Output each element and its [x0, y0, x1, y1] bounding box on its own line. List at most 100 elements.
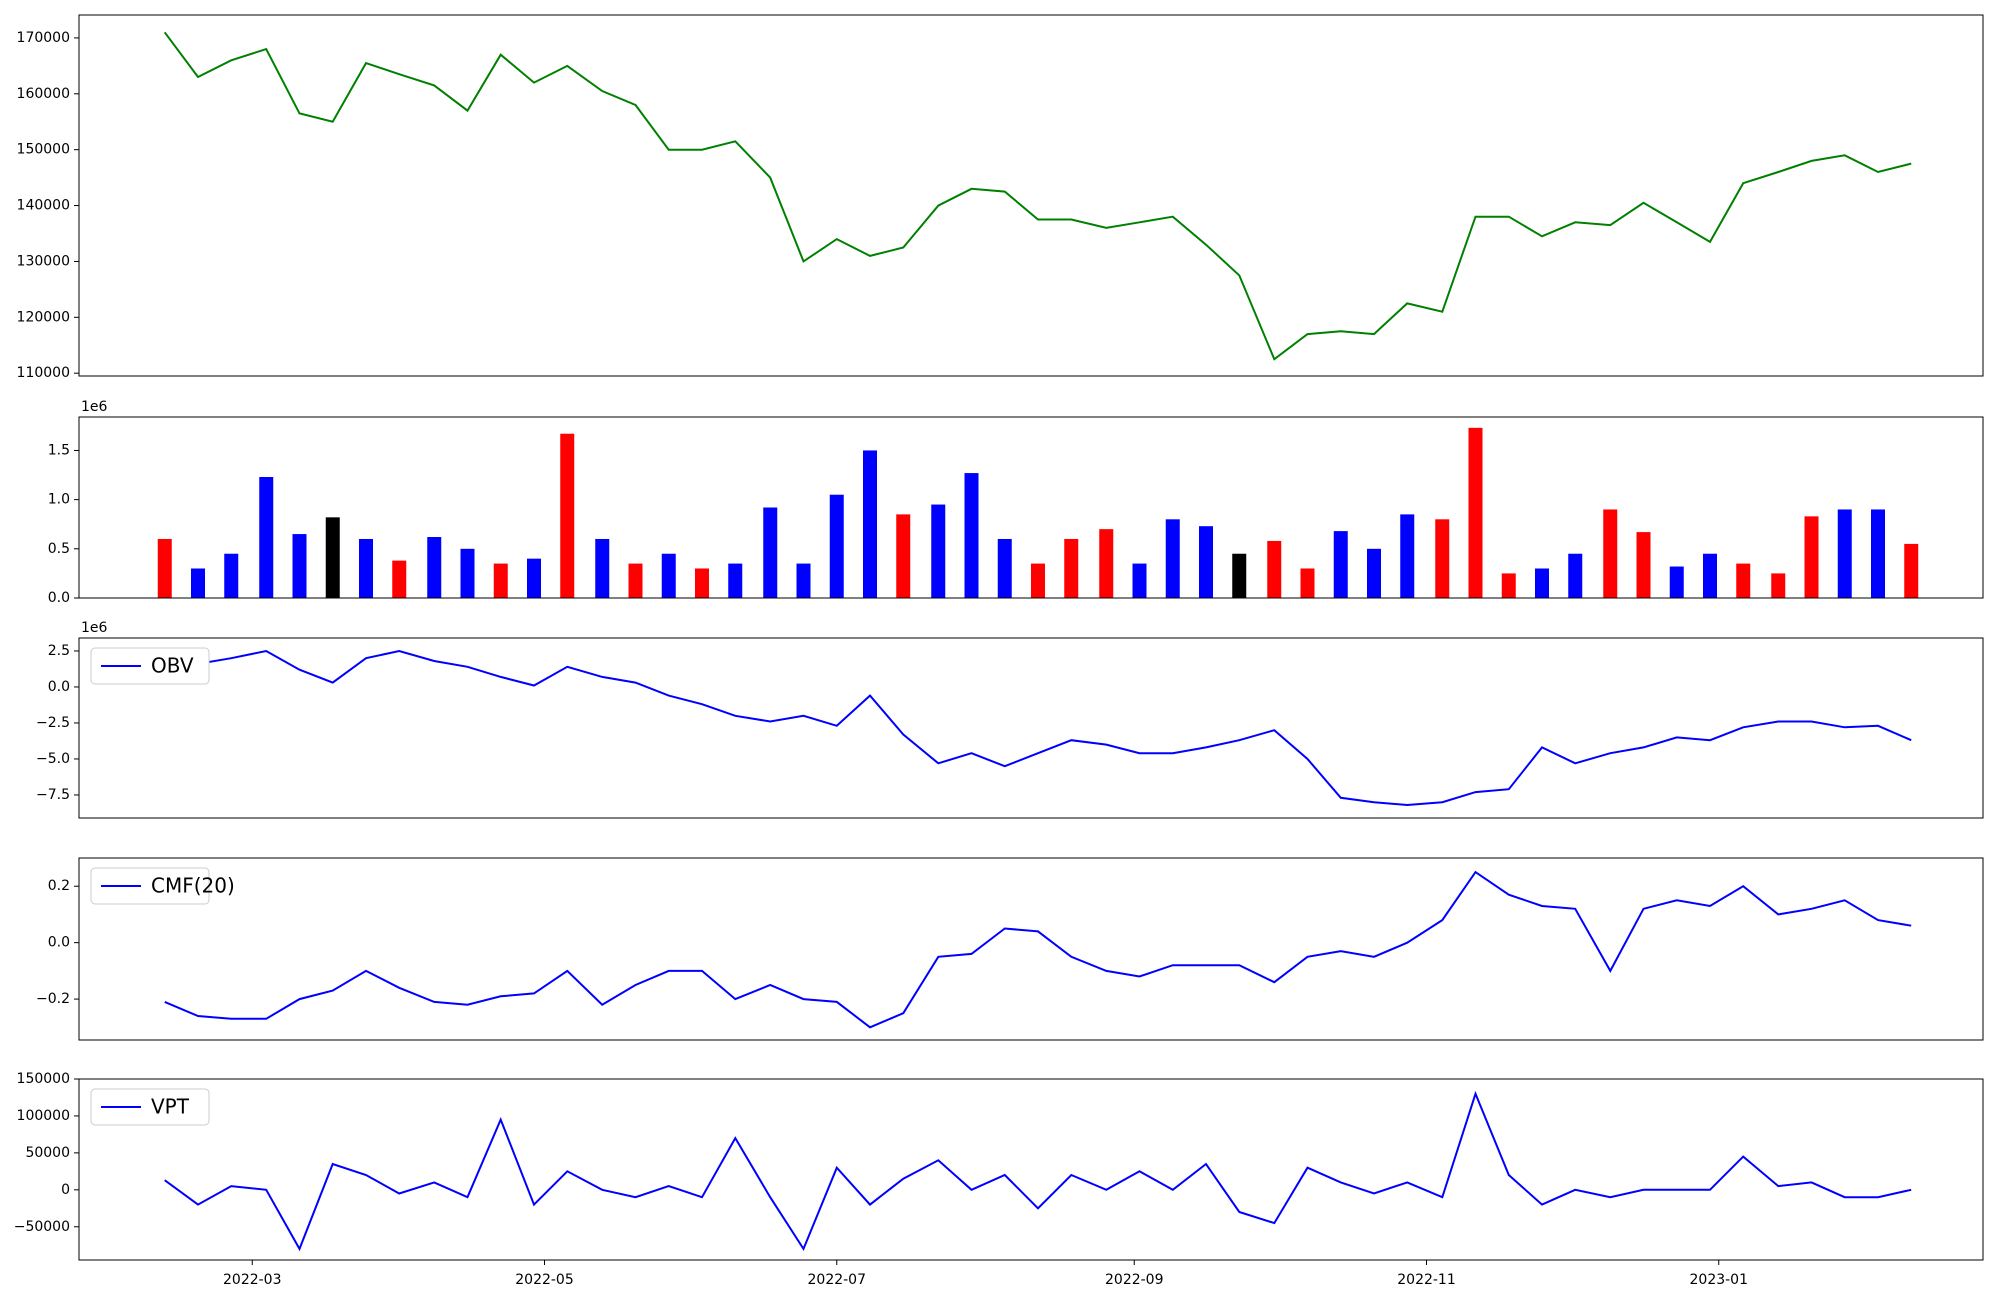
legend-label: OBV	[151, 654, 194, 678]
bar	[460, 548, 475, 598]
line	[164, 649, 1912, 807]
bar	[527, 558, 541, 598]
bar	[1400, 514, 1415, 598]
y-tick-label: 150000	[17, 1071, 70, 1087]
plot-frame	[78, 857, 1984, 1041]
y-tick-label: 0	[61, 1182, 70, 1198]
bar	[796, 563, 811, 598]
y-tick-label: −2.5	[36, 715, 70, 731]
bar	[259, 477, 274, 598]
legend-label: VPT	[151, 1095, 190, 1119]
bar	[1669, 566, 1684, 598]
bar	[427, 537, 442, 598]
y-tick-label: 2.5	[48, 643, 70, 659]
x-tick-label: 2023-01	[1690, 1272, 1749, 1288]
plot-frame	[78, 14, 1984, 377]
y-tick-label: 130000	[17, 253, 70, 269]
bar	[1568, 553, 1583, 598]
bar	[1333, 531, 1348, 598]
line	[164, 870, 1912, 1029]
y-tick-label: 50000	[25, 1145, 70, 1161]
bar	[1232, 553, 1247, 598]
y-tick-label: 160000	[17, 86, 70, 102]
bar	[1501, 573, 1516, 598]
bar	[1300, 568, 1315, 598]
y-tick-label: −7.5	[36, 787, 70, 803]
bar	[1064, 538, 1079, 598]
bar	[1871, 509, 1885, 598]
bar	[1736, 563, 1751, 598]
legend-box	[90, 867, 210, 905]
y-tick-label: 110000	[17, 365, 70, 381]
bar	[1636, 532, 1651, 598]
bar	[1904, 543, 1919, 598]
bar	[1099, 529, 1114, 598]
y-tick-label: 0.2	[48, 878, 70, 894]
bar	[1837, 509, 1852, 598]
bar	[1132, 563, 1147, 598]
bar	[628, 563, 643, 598]
legend-box	[90, 1088, 210, 1126]
line	[163, 31, 1912, 361]
bar	[157, 538, 172, 598]
bar	[292, 534, 307, 598]
y-tick-label: 0.0	[48, 679, 70, 695]
x-tick-label: 2022-07	[808, 1272, 867, 1288]
y-tick-label: 0.0	[48, 590, 70, 606]
y-tick-label: 140000	[17, 198, 70, 214]
x-tick-label: 2022-03	[223, 1272, 282, 1288]
bar	[997, 538, 1012, 598]
plot-frame	[78, 1078, 1984, 1261]
bar	[763, 507, 778, 598]
bar	[931, 504, 946, 598]
bar	[1468, 427, 1483, 598]
bar	[191, 568, 205, 598]
bar	[1367, 548, 1381, 598]
plot-frame	[78, 416, 1984, 599]
bar	[1703, 553, 1717, 598]
bar	[1804, 516, 1819, 598]
y-tick-label: 0.0	[48, 935, 70, 951]
bar	[595, 538, 610, 598]
y-tick-label: 1.5	[48, 442, 70, 458]
bar	[863, 450, 877, 598]
y-tick-label: 100000	[17, 1108, 70, 1124]
bar	[560, 433, 575, 598]
bar	[224, 553, 239, 598]
bar	[1165, 519, 1180, 598]
bar	[1535, 568, 1549, 598]
y-tick-label: 0.5	[48, 541, 70, 557]
bar	[392, 560, 407, 598]
x-tick-label: 2022-05	[515, 1272, 574, 1288]
y-tick-label: 170000	[17, 30, 70, 46]
line	[164, 1090, 1912, 1252]
bar	[661, 553, 676, 598]
legend-label: CMF(20)	[151, 874, 235, 898]
y-tick-label: 1.0	[48, 492, 70, 508]
y-tick-label: 120000	[17, 309, 70, 325]
offset-text: 1e6	[81, 399, 108, 415]
bar	[964, 473, 979, 598]
y-tick-label: −50000	[14, 1219, 70, 1235]
offset-text: 1e6	[81, 620, 108, 636]
bar	[1199, 526, 1213, 598]
bar	[493, 563, 508, 598]
bar	[1031, 563, 1045, 598]
bar	[1771, 573, 1786, 598]
y-tick-label: −0.2	[36, 991, 70, 1007]
bar	[728, 563, 743, 598]
y-tick-label: 150000	[17, 142, 70, 158]
bar	[1435, 519, 1450, 598]
plot-frame	[78, 637, 1984, 819]
bar	[325, 517, 340, 598]
bar	[695, 568, 709, 598]
y-tick-label: −5.0	[36, 751, 70, 767]
x-tick-label: 2022-09	[1105, 1272, 1164, 1288]
x-tick-label: 2022-11	[1397, 1272, 1456, 1288]
legend-box	[90, 647, 210, 685]
bar	[829, 494, 844, 598]
bar	[1267, 540, 1282, 598]
bar	[359, 538, 373, 598]
